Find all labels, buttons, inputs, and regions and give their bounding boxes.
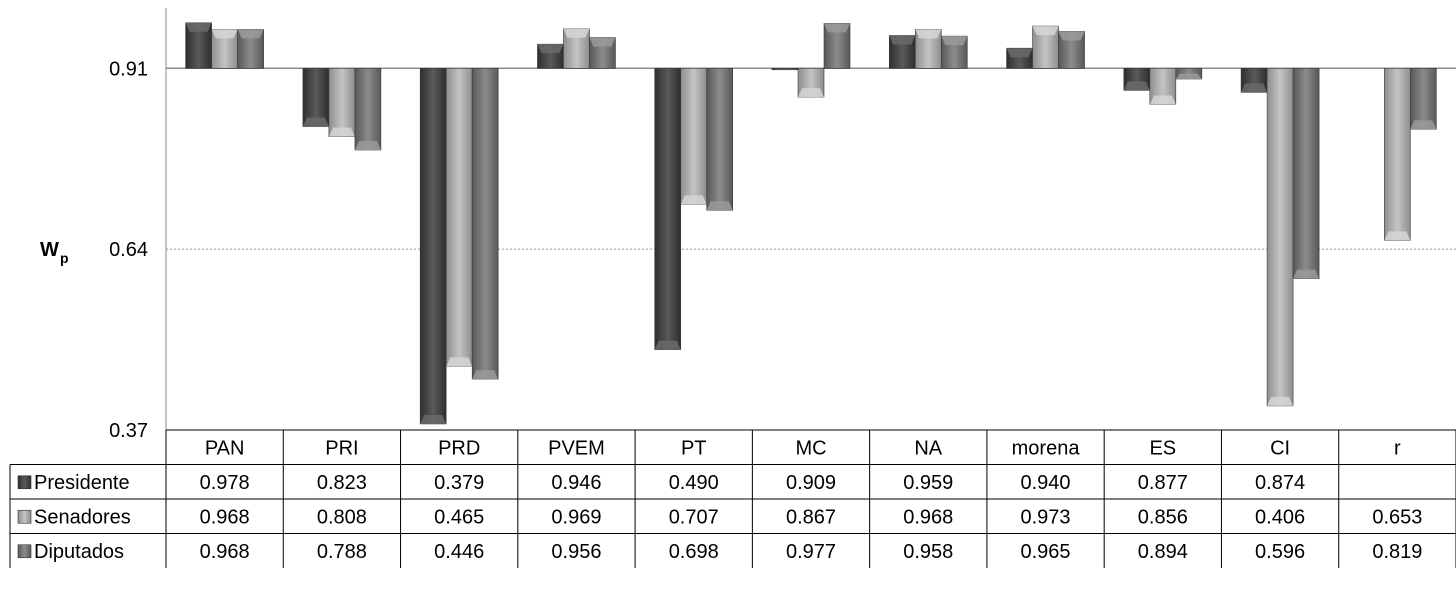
bars <box>185 22 1437 425</box>
bar-presidente-mc <box>771 67 799 71</box>
y-axis-label-subscript: p <box>60 250 69 266</box>
table-cell: 0.653 <box>1372 506 1422 528</box>
bar-diputados-pt <box>706 67 734 211</box>
bar-diputados-pan <box>237 29 264 69</box>
table-cell: 0.808 <box>317 506 367 528</box>
table-header-cell: r <box>1394 437 1401 459</box>
bar-diputados-r <box>1410 67 1437 130</box>
table-cell: 0.379 <box>434 472 484 494</box>
table-cell: 0.823 <box>317 472 367 494</box>
table-header-cell: PT <box>681 437 707 459</box>
legend-swatch <box>17 544 32 559</box>
table-cell: 0.406 <box>1255 506 1305 528</box>
legend-label: Presidente <box>34 472 130 494</box>
table-cell: 0.946 <box>551 472 601 494</box>
bar-presidente-prd <box>419 67 447 425</box>
table-cell: 0.968 <box>903 506 953 528</box>
table-header-cell: morena <box>1012 437 1081 459</box>
bar-senadores-morena <box>1032 25 1059 69</box>
bar-senadores-pvem <box>563 28 590 69</box>
data-table: PAN PRI PRD PVEM PT MC NA morena ES CI r Presidente… <box>9 429 1456 568</box>
bar-diputados-pri <box>354 67 382 151</box>
bar-diputados-ci <box>1292 67 1320 279</box>
table-cell: 0.446 <box>434 541 484 563</box>
table-cell: 0.465 <box>434 506 484 528</box>
legend-swatch <box>17 509 32 524</box>
legend-label: Diputados <box>34 541 124 563</box>
table-cell: 0.973 <box>1021 506 1071 528</box>
table-cell: 0.959 <box>903 472 953 494</box>
y-tick-label: 0.64 <box>109 239 148 261</box>
bar-senadores-mc <box>797 67 825 98</box>
y-axis-label: W <box>40 239 59 261</box>
table-cell: 0.877 <box>1138 472 1188 494</box>
bar-senadores-ci <box>1266 67 1294 407</box>
bar-presidente-na <box>888 35 916 69</box>
bar-senadores-pri <box>328 67 356 137</box>
bar-presidente-pt <box>654 67 682 350</box>
bar-diputados-prd <box>471 67 499 380</box>
table-header-cell: PRI <box>325 437 358 459</box>
table-cell: 0.969 <box>551 506 601 528</box>
bar-presidente-ci <box>1240 67 1268 93</box>
y-axis-title: W p <box>40 239 69 266</box>
table-row-diputados: Diputados 0.968 0.788 0.446 0.956 0.698 0.977 0… <box>17 541 1422 563</box>
y-tick-label: 0.37 <box>109 420 148 442</box>
bar-presidente-pri <box>302 67 330 127</box>
bar-diputados-morena <box>1058 31 1085 69</box>
bar-presidente-morena <box>1006 47 1033 69</box>
table-cell: 0.874 <box>1255 472 1305 494</box>
bar-diputados-es <box>1175 67 1203 80</box>
bar-presidente-pvem <box>537 43 564 69</box>
table-cell: 0.958 <box>903 541 953 563</box>
table-cell: 0.940 <box>1021 472 1071 494</box>
table-cell: 0.596 <box>1255 541 1305 563</box>
bar-presidente-es <box>1123 67 1151 91</box>
bar-senadores-na <box>914 29 942 69</box>
table-cell: 0.909 <box>786 472 836 494</box>
table-cell: 0.894 <box>1138 541 1188 563</box>
table-row-senadores: Senadores 0.968 0.808 0.465 0.969 0.707 0.867 0… <box>17 506 1422 528</box>
table-cell: 0.968 <box>200 506 250 528</box>
table-cell: 0.698 <box>669 541 719 563</box>
table-header-cell: NA <box>914 437 942 459</box>
legend-label: Senadores <box>34 506 131 528</box>
bar-diputados-na <box>940 35 968 69</box>
legend-swatch <box>17 475 32 490</box>
bar-diputados-mc <box>823 23 851 69</box>
bar-senadores-pan <box>211 29 238 69</box>
bar-senadores-pt <box>680 67 708 205</box>
y-axis: 0.91 0.64 0.37 <box>109 8 167 442</box>
table-row-presidente: Presidente 0.978 0.823 0.379 0.946 0.490 0.909… <box>17 472 1305 494</box>
table-cell: 0.490 <box>669 472 719 494</box>
bar-presidente-pan <box>185 22 212 69</box>
table-header-cell: ES <box>1149 437 1176 459</box>
table-header-cell: CI <box>1270 437 1290 459</box>
table-cell: 0.965 <box>1021 541 1071 563</box>
table-cell: 0.819 <box>1372 541 1422 563</box>
bar-senadores-r <box>1384 67 1411 241</box>
table-header-cell: PAN <box>205 437 245 459</box>
table-header-cell: PRD <box>438 437 480 459</box>
bar-senadores-es <box>1149 67 1177 105</box>
table-cell: 0.977 <box>786 541 836 563</box>
table-cell: 0.978 <box>200 472 250 494</box>
table-header-cell: PVEM <box>548 437 605 459</box>
table-cell: 0.788 <box>317 541 367 563</box>
table-cell: 0.856 <box>1138 506 1188 528</box>
table-cell: 0.956 <box>551 541 601 563</box>
bar-diputados-pvem <box>589 37 616 69</box>
y-tick-label: 0.91 <box>109 58 148 80</box>
table-cell: 0.707 <box>669 506 719 528</box>
table-cell: 0.968 <box>200 541 250 563</box>
bar-senadores-prd <box>445 67 473 367</box>
table-cell: 0.867 <box>786 506 836 528</box>
table-header-cell: MC <box>795 437 826 459</box>
